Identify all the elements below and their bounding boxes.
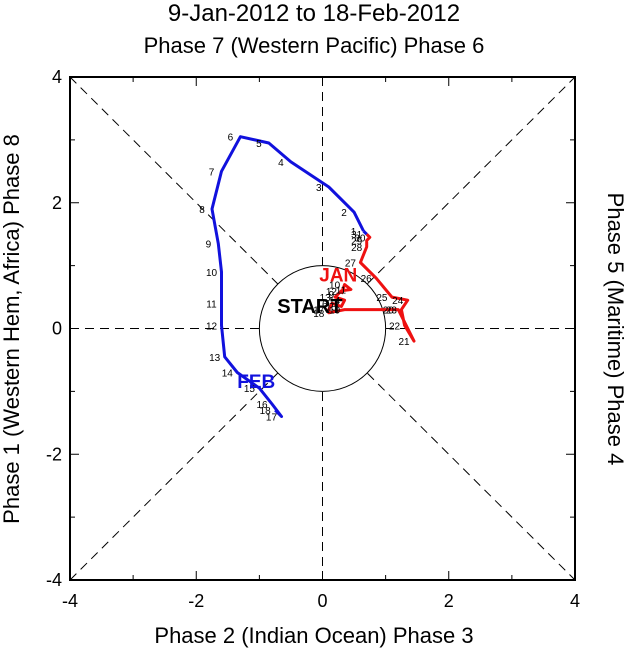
chart-title: 9-Jan-2012 to 18-Feb-2012 [167,0,461,27]
x-tick-label: 2 [444,591,454,611]
day-label: 3 [316,183,322,194]
day-label: 10 [206,268,218,279]
day-label: 19 [329,306,341,317]
start-label: START [277,296,342,318]
day-label: 15 [326,302,338,313]
day-label: 30 [354,233,366,244]
bottom-phase-label: Phase 2 (Indian Ocean) Phase 3 [154,623,474,648]
top-phase-label: Phase 7 (Western Pacific) Phase 6 [143,33,485,58]
series-line-feb [210,135,365,418]
day-label: 6 [228,133,234,144]
series-label-feb: FEB [237,372,275,393]
day-label: 22 [389,321,401,332]
diagonal-line-2 [69,76,576,581]
day-label: 9 [206,240,212,251]
day-label: 9 [329,290,335,301]
day-label: 23 [386,306,398,317]
day-label: 7 [209,167,215,178]
day-label: 18 [313,309,325,320]
day-label: 13 [320,293,332,304]
day-label: 15 [244,384,256,395]
series-line-jan [327,233,416,343]
x-tick-label: 0 [317,591,327,611]
y-tick-label: 4 [52,67,62,87]
day-label: 28 [351,243,363,254]
day-label: 12 [206,321,218,332]
y-tick-label: 2 [52,193,62,213]
y-tick-label: -2 [46,444,62,464]
day-label: 4 [278,158,284,169]
day-label: 17 [266,413,278,424]
day-label: 25 [376,293,388,304]
day-label: 5 [256,139,262,150]
day-label: 31 [351,230,363,241]
day-label: 21 [398,337,410,348]
x-tick-label: 4 [570,591,580,611]
day-label: 13 [209,353,221,364]
unit-circle [258,265,387,392]
day-label: 24 [392,296,404,307]
diagonal-line-1 [69,76,576,581]
x-tick-label: -4 [62,591,78,611]
day-label: 26 [361,274,373,285]
day-label: 11 [206,299,217,310]
day-label: 2 [341,208,347,219]
plot-frame-group [69,76,576,581]
x-tick-label: -2 [188,591,204,611]
day-label: 12 [326,287,338,298]
day-label: 27 [345,258,357,269]
day-label: 16 [316,299,328,310]
day-label: 16 [256,400,268,411]
day-label: 8 [199,205,205,216]
day-label: 11 [336,286,347,297]
day-label: 14 [329,296,341,307]
day-label: 10 [329,280,341,291]
series-group [210,135,416,418]
y-tick-label: 0 [52,319,62,339]
series-label-jan: JAN [319,265,357,286]
y-tick-label: -4 [46,570,62,590]
day-label: 14 [222,369,234,380]
series-connector [362,229,368,236]
day-label: 18 [260,406,272,417]
day-label: 20 [383,306,395,317]
day-label: 1 [351,227,357,238]
day-label: 17 [313,306,325,317]
day-label: 29 [351,236,363,247]
